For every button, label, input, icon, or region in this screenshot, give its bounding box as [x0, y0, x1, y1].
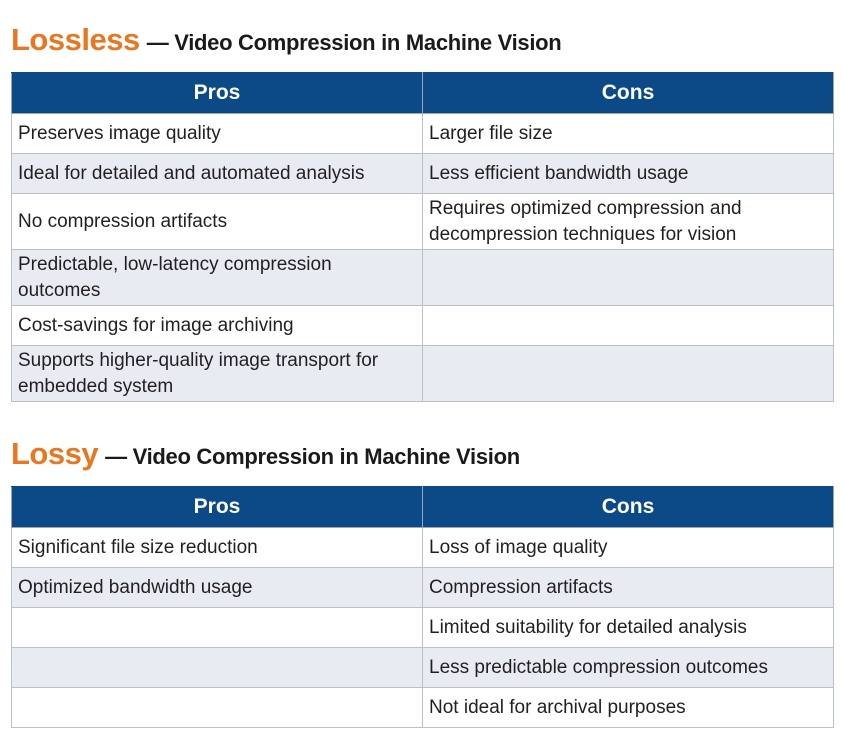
lossless-table: Pros Cons Preserves image quality Larger…: [11, 72, 834, 402]
con-cell: Larger file size: [422, 113, 834, 154]
cons-header: Cons: [422, 72, 834, 114]
table-header-row: Pros Cons: [11, 72, 834, 114]
table-row: Cost-savings for image archiving: [11, 305, 834, 346]
lossy-subtitle: — Video Compression in Machine Vision: [105, 444, 520, 469]
con-cell: [422, 345, 834, 402]
lossy-table: Pros Cons Significant file size reductio…: [11, 486, 834, 728]
lossless-section: Lossless — Video Compression in Machine …: [11, 22, 834, 402]
table-row: Preserves image quality Larger file size: [11, 113, 834, 154]
con-cell: Compression artifacts: [422, 567, 834, 608]
con-cell: Limited suitability for detailed analysi…: [422, 607, 834, 648]
table-header-row: Pros Cons: [11, 486, 834, 528]
table-row: Not ideal for archival purposes: [11, 687, 834, 728]
lossy-section: Lossy — Video Compression in Machine Vis…: [11, 436, 834, 728]
table-row: Supports higher-quality image transport …: [11, 345, 834, 402]
pros-header: Pros: [11, 486, 423, 528]
table-row: Significant file size reduction Loss of …: [11, 527, 834, 568]
con-cell: Requires optimized compression and decom…: [422, 193, 834, 250]
pro-cell: [11, 647, 423, 688]
pro-cell: [11, 687, 423, 728]
con-cell: Less efficient bandwidth usage: [422, 153, 834, 194]
pro-cell: Significant file size reduction: [11, 527, 423, 568]
lossy-heading: Lossy — Video Compression in Machine Vis…: [11, 436, 833, 486]
con-cell: Loss of image quality: [422, 527, 834, 568]
pro-cell: No compression artifacts: [11, 193, 423, 250]
pro-cell: Supports higher-quality image transport …: [11, 345, 423, 402]
pro-cell: Preserves image quality: [11, 113, 423, 154]
pro-cell: Optimized bandwidth usage: [11, 567, 423, 608]
pro-cell: Predictable, low-latency compression out…: [11, 249, 423, 306]
table-row: Optimized bandwidth usage Compression ar…: [11, 567, 834, 608]
table-row: Predictable, low-latency compression out…: [11, 249, 834, 306]
pros-header: Pros: [11, 72, 423, 114]
con-cell: [422, 305, 834, 346]
lossless-heading: Lossless — Video Compression in Machine …: [11, 22, 833, 72]
table-row: Less predictable compression outcomes: [11, 647, 834, 688]
cons-header: Cons: [422, 486, 834, 528]
lossless-subtitle: — Video Compression in Machine Vision: [146, 30, 562, 55]
pro-cell: Cost-savings for image archiving: [11, 305, 423, 346]
con-cell: [422, 249, 834, 306]
table-row: Ideal for detailed and automated analysi…: [11, 153, 834, 194]
pro-cell: [11, 607, 423, 648]
con-cell: Not ideal for archival purposes: [422, 687, 834, 728]
lossless-keyword: Lossless: [11, 22, 140, 57]
table-row: No compression artifacts Requires optimi…: [11, 193, 834, 250]
con-cell: Less predictable compression outcomes: [422, 647, 834, 688]
pro-cell: Ideal for detailed and automated analysi…: [11, 153, 423, 194]
lossy-keyword: Lossy: [11, 436, 99, 471]
table-row: Limited suitability for detailed analysi…: [11, 607, 834, 648]
